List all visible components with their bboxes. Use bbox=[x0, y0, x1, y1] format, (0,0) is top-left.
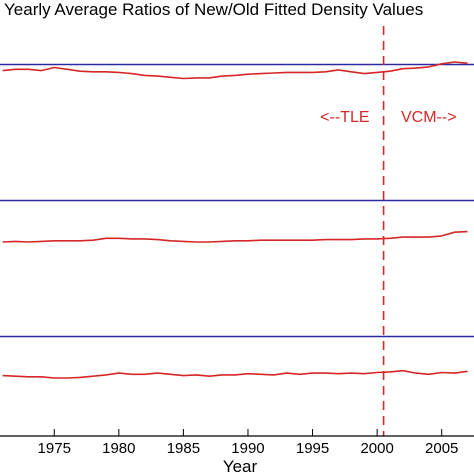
panels bbox=[0, 61, 474, 379]
x-axis: 1975 1980 1985 1990 1995 2000 2005 bbox=[0, 429, 474, 457]
ratio-series-line bbox=[2, 369, 468, 379]
panel-2 bbox=[0, 199, 474, 243]
x-tick-label: 2000 bbox=[360, 440, 393, 457]
era-annotation: <--TLE bbox=[320, 109, 369, 126]
x-tick-label: 2005 bbox=[425, 440, 458, 457]
chart-title: Yearly Average Ratios of New/Old Fitted … bbox=[4, 0, 423, 19]
era-annotation: VCM--> bbox=[401, 109, 457, 126]
x-tick-label: 1975 bbox=[38, 440, 71, 457]
x-tick-label: 1995 bbox=[296, 440, 329, 457]
x-tick-label: 1980 bbox=[102, 440, 135, 457]
x-tick-label: 1990 bbox=[231, 440, 264, 457]
x-tick-label: 1985 bbox=[167, 440, 200, 457]
panel-1 bbox=[0, 61, 474, 80]
panel-3 bbox=[0, 335, 474, 379]
ratio-series-line bbox=[2, 61, 468, 80]
annotations: <--TLE VCM--> bbox=[320, 109, 456, 126]
x-axis-label: Year bbox=[223, 457, 258, 474]
ratio-series-line bbox=[2, 230, 468, 243]
